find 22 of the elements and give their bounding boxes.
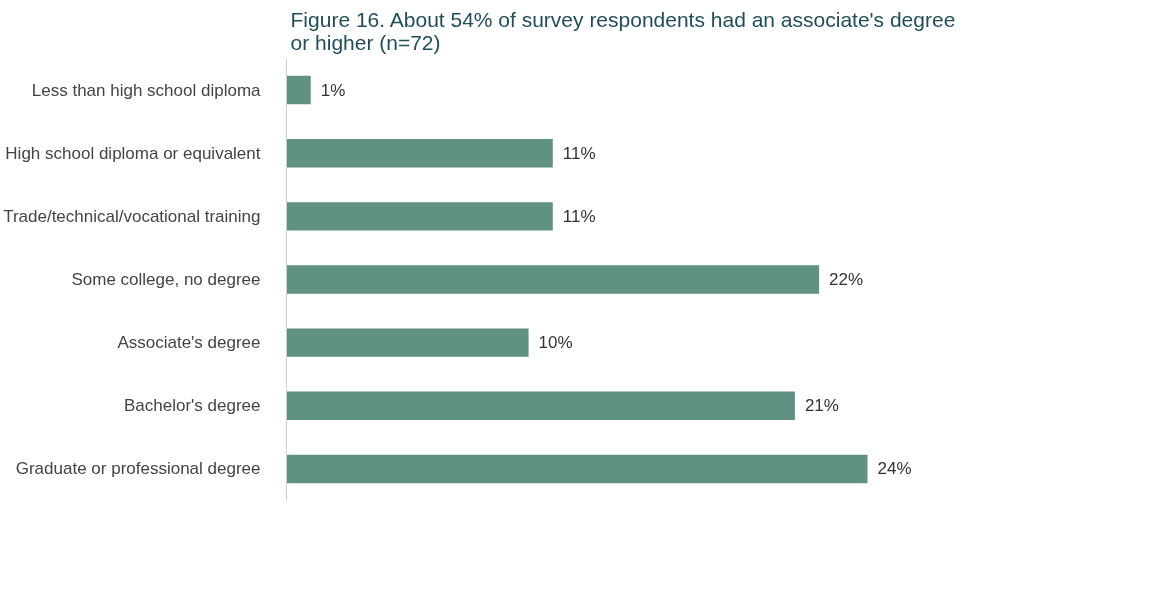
y-tick-label: Associate's degree <box>117 333 261 353</box>
bar <box>286 75 311 105</box>
chart-title: Figure 16. About 54% of survey respondents had an associate's degree or higher (n=72) <box>290 7 956 54</box>
data-label: 1% <box>320 80 346 100</box>
bar <box>286 139 553 168</box>
data-label: 11% <box>562 206 596 226</box>
bar <box>286 202 553 231</box>
bar <box>286 454 868 484</box>
y-tick-label: Some college, no degree <box>71 270 261 289</box>
bar <box>286 265 820 294</box>
data-label: 21% <box>804 396 839 416</box>
data-label: 22% <box>829 270 864 289</box>
data-label: 10% <box>538 333 573 353</box>
data-label: 11% <box>562 143 596 163</box>
bar <box>286 328 529 357</box>
y-tick-label: Less than high school diploma <box>31 80 262 100</box>
y-tick-label: Bachelor's degree <box>124 396 261 416</box>
y-tick-label: Trade/technical/vocational training <box>3 206 261 226</box>
bar <box>286 391 795 420</box>
y-tick-label: Graduate or professional degree <box>15 459 261 479</box>
y-tick-label: High school diploma or equivalent <box>5 143 261 163</box>
data-label: 24% <box>877 459 912 479</box>
